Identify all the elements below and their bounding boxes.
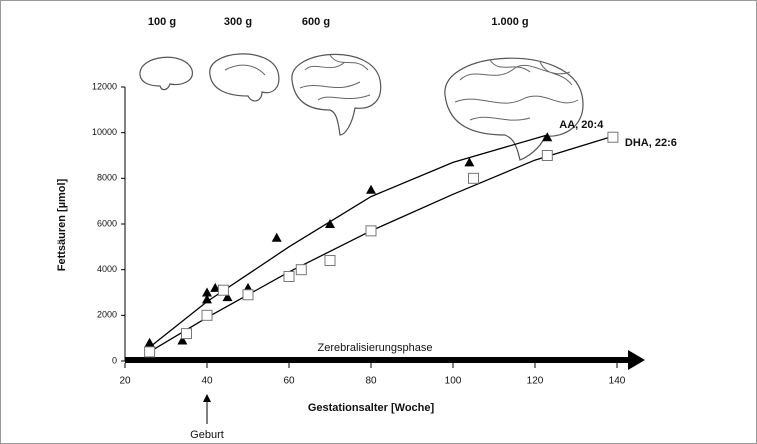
square-marker [243, 290, 253, 300]
triangle-marker [366, 185, 376, 194]
x-tick-label: 40 [201, 376, 213, 387]
y-tick-label: 12000 [92, 81, 117, 91]
square-marker [218, 285, 228, 295]
brain-label: 300 g [224, 16, 252, 28]
triangle-marker [272, 233, 282, 242]
x-tick-label: 60 [283, 376, 295, 387]
square-marker [284, 272, 294, 282]
square-marker [542, 151, 552, 161]
y-tick-label: 10000 [92, 127, 117, 137]
square-marker [145, 347, 155, 357]
y-tick-label: 4000 [97, 264, 117, 274]
x-axis-label: Gestationsalter [Woche] [308, 402, 435, 414]
birth-arrowhead [203, 394, 211, 402]
square-marker [202, 310, 212, 320]
brain-label: 600 g [302, 16, 330, 28]
square-marker [608, 132, 618, 142]
square-marker [182, 329, 192, 339]
brain-100 [140, 57, 192, 89]
triangle-marker [202, 288, 212, 297]
x-tick-label: 20 [119, 376, 131, 387]
birth-label: Geburt [190, 429, 224, 441]
y-axis-label: Fettsäuren [µmol] [56, 178, 68, 271]
brain-label: 1.000 g [491, 16, 528, 28]
brain-label: 100 g [148, 16, 176, 28]
y-tick-label: 8000 [97, 173, 117, 183]
brain-300 [210, 54, 279, 101]
x-axis-arrowhead [628, 350, 645, 370]
square-marker [296, 265, 306, 275]
square-marker [325, 256, 335, 266]
series-label: DHA, 22:6 [625, 137, 677, 149]
y-tick-label: 0 [112, 355, 117, 365]
y-tick-label: 6000 [97, 218, 117, 228]
x-tick-label: 100 [445, 376, 462, 387]
square-marker [469, 173, 479, 183]
x-tick-label: 120 [527, 376, 544, 387]
x-axis-arrow [125, 357, 630, 363]
y-tick-label: 2000 [97, 310, 117, 320]
triangle-marker [145, 338, 155, 347]
chart: 100 g 300 g 600 g 1.000 g Fettsäuren [µm… [0, 0, 757, 444]
series-label: AA, 20:4 [559, 119, 604, 131]
fit-curve [150, 135, 617, 352]
x-tick-label: 80 [365, 376, 377, 387]
square-marker [366, 226, 376, 236]
brain-600 [292, 54, 381, 135]
axis-annotation: Zerebralisierungsphase [318, 342, 433, 354]
x-tick-label: 140 [609, 376, 626, 387]
